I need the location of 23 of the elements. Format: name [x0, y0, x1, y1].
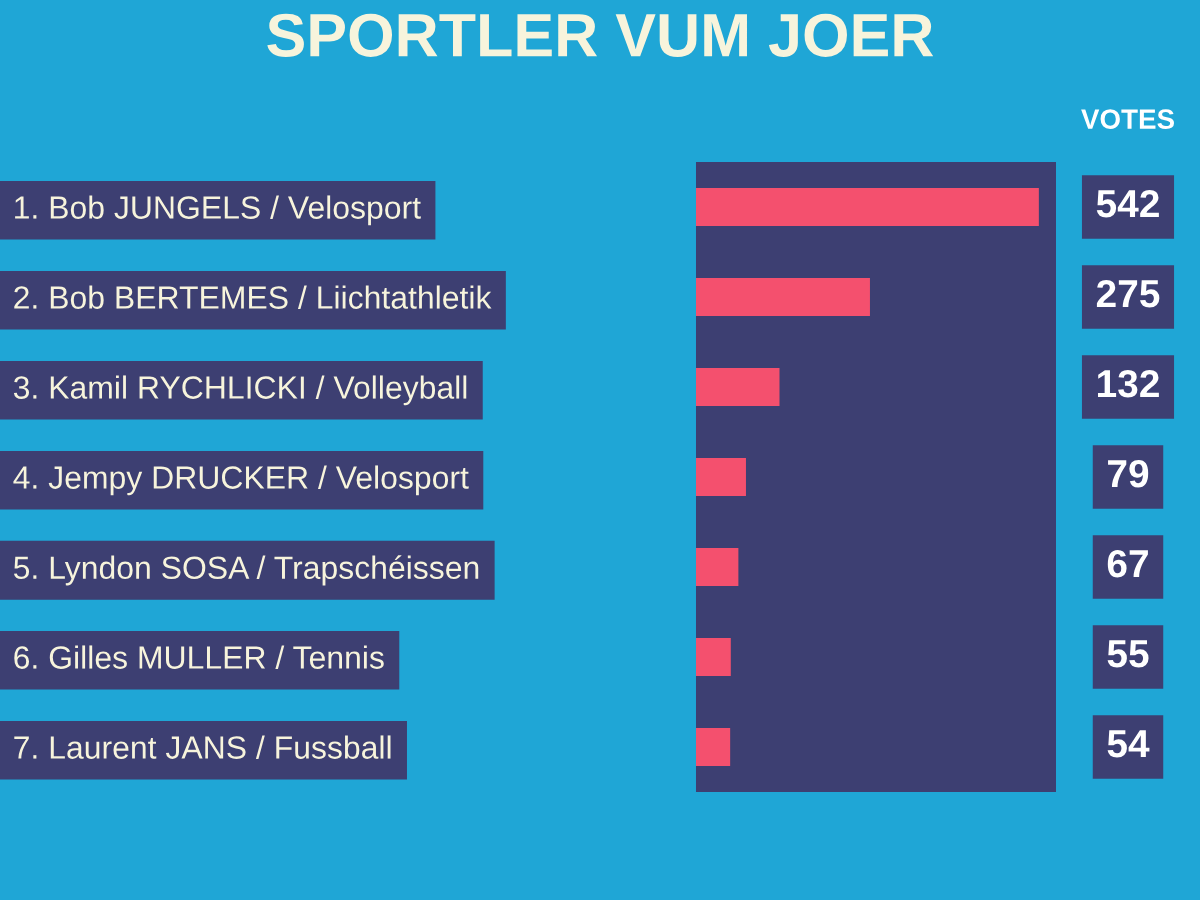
chart-title: SPORTLER VUM JOER: [267, 13, 934, 57]
data-label: 132: [1098, 369, 1159, 398]
y-tick-label: 7. Laurent JANS / Fussball: [14, 735, 391, 759]
bar: [696, 548, 739, 586]
data-label: 55: [1107, 640, 1149, 668]
y-tick-label: 4. Jempy DRUCKER / Velosport: [13, 465, 469, 496]
y-tick-label: 5. Lyndon SOSA / Trapschéissen: [13, 555, 479, 586]
bar: [696, 368, 780, 406]
bar: [696, 728, 731, 766]
data-label: 67: [1107, 549, 1148, 578]
bar: [696, 458, 746, 496]
data-label: 79: [1108, 459, 1149, 488]
y-tick-label: 3. Kamil RYCHLICKI / Volleyball: [13, 375, 467, 406]
bar: [696, 188, 1039, 226]
bar: [696, 278, 870, 316]
text: VOTES: [1081, 109, 1174, 129]
bar: [696, 638, 731, 676]
y-tick-label: 6. Gilles MULLER / Tennis: [14, 645, 384, 669]
data-label: 275: [1096, 279, 1160, 308]
data-label: 54: [1107, 730, 1150, 758]
data-label: 542: [1096, 189, 1159, 218]
y-tick-label: 2. Bob BERTEMES / Liichtathletik: [14, 285, 492, 309]
y-tick-label: 1. Bob JUNGELS / Velosport: [15, 195, 421, 226]
